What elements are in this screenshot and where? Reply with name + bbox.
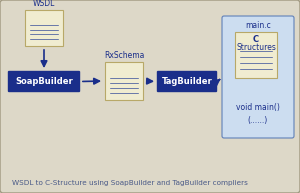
Text: WSDL to C-Structure using SoapBuilder and TagBuilder compliers: WSDL to C-Structure using SoapBuilder an… xyxy=(12,180,248,186)
FancyBboxPatch shape xyxy=(25,10,63,46)
FancyBboxPatch shape xyxy=(105,62,143,100)
Text: C: C xyxy=(253,36,259,45)
Text: RxSchema: RxSchema xyxy=(104,51,144,60)
FancyBboxPatch shape xyxy=(8,71,80,92)
Text: Structures: Structures xyxy=(236,43,276,52)
Text: void main()
(......): void main() (......) xyxy=(236,103,280,125)
FancyBboxPatch shape xyxy=(235,32,277,78)
FancyBboxPatch shape xyxy=(222,16,294,138)
Text: SoapBuilder: SoapBuilder xyxy=(15,77,73,86)
FancyBboxPatch shape xyxy=(157,71,217,92)
Text: TagBuilder: TagBuilder xyxy=(162,77,212,86)
Text: main.c: main.c xyxy=(245,21,271,30)
Text: WSDL: WSDL xyxy=(33,0,55,8)
